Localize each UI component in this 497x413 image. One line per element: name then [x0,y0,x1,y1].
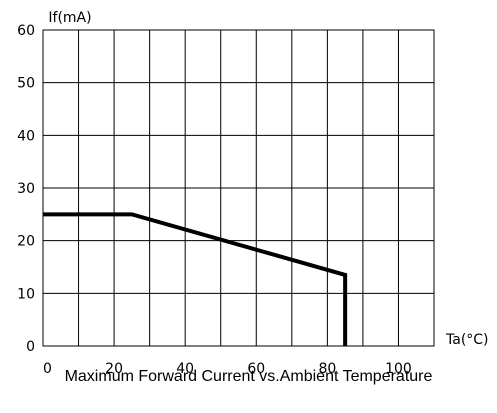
series-layer [43,212,348,346]
x-tick-label: 40 [176,361,194,377]
y-tick-label: 10 [17,286,35,302]
y-axis-label: If(mA) [48,10,91,26]
x-tick-label: 0 [43,361,52,377]
chart-grid [43,30,434,346]
plot-frame [42,29,435,347]
y-tick-label: 0 [26,339,35,355]
x-tick-label: 20 [105,361,123,377]
x-tick-labels: 0 20 40 60 80 100 [43,361,412,377]
y-tick-labels: 0 10 20 30 40 50 60 [17,23,35,355]
x-axis-label: Ta(°C) [445,332,489,348]
x-tick-label: 100 [385,361,412,377]
chart-title: Maximum Forward Current vs.Ambient Tempe… [64,368,433,385]
y-tick-label: 50 [17,76,35,92]
series-line [43,212,348,346]
x-tick-label: 60 [247,361,265,377]
x-tick-label: 80 [318,361,336,377]
y-tick-label: 20 [17,234,35,250]
y-tick-label: 40 [17,128,35,144]
y-tick-label: 30 [17,181,35,197]
y-tick-label: 60 [17,23,35,39]
